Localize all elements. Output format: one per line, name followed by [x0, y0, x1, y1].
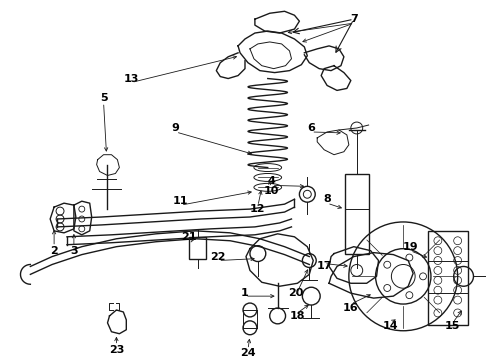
Text: 23: 23: [109, 345, 124, 355]
Text: 15: 15: [445, 321, 461, 331]
Text: 14: 14: [383, 321, 398, 331]
Text: 9: 9: [172, 123, 180, 133]
Text: 4: 4: [268, 176, 276, 186]
Text: 17: 17: [317, 261, 332, 271]
Text: 5: 5: [100, 93, 107, 103]
Bar: [428, 231, 467, 325]
Text: 1: 1: [241, 288, 249, 298]
Text: 13: 13: [123, 73, 139, 84]
Text: 16: 16: [343, 303, 359, 313]
Text: 12: 12: [250, 204, 266, 214]
Text: 19: 19: [402, 242, 418, 252]
Text: 18: 18: [290, 311, 305, 321]
Text: 21: 21: [181, 232, 196, 242]
Text: 3: 3: [70, 246, 78, 256]
Bar: [345, 175, 368, 253]
Text: 2: 2: [50, 246, 58, 256]
Bar: [189, 237, 206, 258]
Text: 11: 11: [173, 196, 189, 206]
Text: 6: 6: [307, 123, 315, 133]
Text: 10: 10: [264, 186, 279, 196]
Text: 24: 24: [240, 347, 256, 357]
Text: 7: 7: [350, 14, 358, 24]
Text: 22: 22: [211, 252, 226, 262]
Text: 8: 8: [323, 194, 331, 204]
Text: 20: 20: [288, 288, 303, 298]
